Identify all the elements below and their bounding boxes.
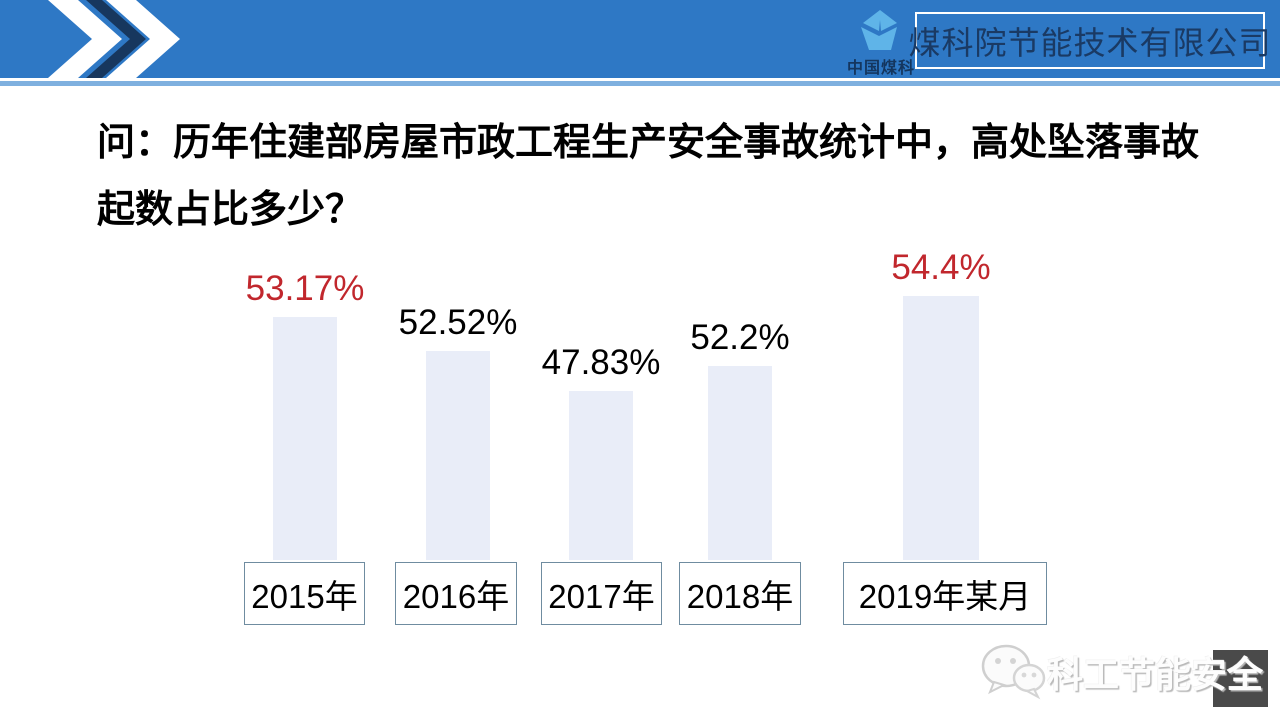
page-title-line1: 问：历年住建部房屋市政工程生产安全事故统计中，高处坠落事故	[97, 122, 1200, 164]
company-name-box: 煤科院节能技术有限公司	[909, 12, 1271, 69]
china-coal-logo-icon	[861, 10, 897, 50]
bar-value-label: 53.17%	[245, 269, 365, 308]
watermark: 科工节能安全	[975, 636, 1275, 711]
watermark-text: 科工节能安全	[1047, 654, 1264, 695]
category-box: 2019年某月	[843, 562, 1047, 625]
bar	[569, 391, 633, 560]
category-box: 2016年	[395, 562, 517, 625]
dark-square	[1213, 650, 1268, 707]
page-title-line2: 起数占比多少？	[97, 189, 364, 231]
bar-value-label: 47.83%	[541, 343, 661, 382]
bar	[708, 366, 772, 560]
bar-value-label: 52.2%	[690, 318, 790, 357]
category-box: 2018年	[679, 562, 801, 625]
header-band: 中国煤科 煤科院节能技术有限公司	[0, 0, 1280, 78]
page-title: 问：历年住建部房屋市政工程生产安全事故统计中，高处坠落事故 起数占比多少？	[97, 110, 1217, 244]
wechat-icon	[981, 644, 1046, 700]
logo-text: 中国煤科	[846, 60, 915, 77]
category-box: 2015年	[244, 562, 365, 625]
bar-value-label: 52.52%	[398, 303, 518, 342]
company-name: 煤科院节能技术有限公司	[908, 24, 1272, 61]
bar	[903, 296, 979, 560]
bar	[273, 317, 337, 560]
bar	[426, 351, 490, 560]
company-logo: 中国煤科	[845, 6, 917, 77]
header-underline	[0, 81, 1280, 86]
bar-value-label: 54.4%	[891, 248, 991, 287]
category-box: 2017年	[541, 562, 662, 625]
